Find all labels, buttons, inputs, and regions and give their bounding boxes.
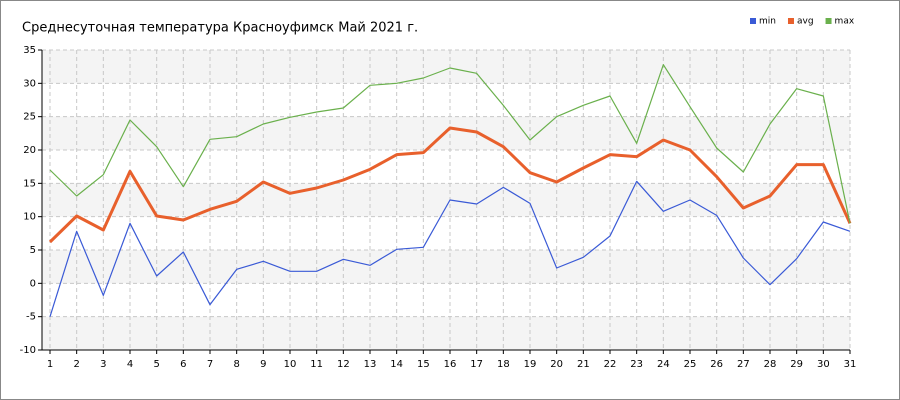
x-tick-label: 16	[444, 359, 457, 370]
x-tick-label: 10	[284, 359, 297, 370]
series-line	[49, 180, 851, 317]
x-tick-label: 26	[710, 359, 723, 370]
x-tick-label: 11	[310, 359, 323, 370]
y-tick-label: 10	[23, 212, 36, 223]
x-tick-label: 28	[764, 359, 777, 370]
y-tick-label: 20	[23, 145, 36, 156]
x-tick-label: 2	[73, 359, 79, 370]
series-line	[49, 64, 851, 224]
y-tick-label: 15	[23, 178, 36, 189]
x-tick-label: 3	[100, 359, 106, 370]
legend-swatch	[825, 18, 832, 24]
x-tick-label: 21	[577, 359, 590, 370]
x-tick-label: 4	[127, 359, 133, 370]
y-tick-label: -5	[26, 312, 36, 323]
legend-swatch	[787, 18, 794, 24]
y-tick-label: 30	[23, 78, 36, 89]
x-tick-label: 18	[497, 359, 510, 370]
x-tick-label: 22	[604, 359, 617, 370]
x-tick-label: 25	[684, 359, 697, 370]
x-tick-label: 19	[524, 359, 537, 370]
x-tick-label: 1	[47, 359, 53, 370]
legend-label: avg	[797, 17, 814, 27]
x-tick-label: 29	[790, 359, 803, 370]
x-tick-label: 20	[550, 359, 563, 370]
band	[42, 250, 850, 284]
y-tick-label: -10	[20, 345, 36, 356]
x-tick-label: 6	[180, 359, 186, 370]
chart-title: Среднесуточная температура Красноуфимск …	[22, 21, 418, 36]
y-tick-label: 0	[30, 278, 36, 289]
x-tick-label: 12	[337, 359, 350, 370]
legend-label: min	[759, 17, 776, 27]
band	[42, 183, 850, 217]
x-tick-label: 23	[630, 359, 643, 370]
y-tick-label: 5	[30, 245, 36, 256]
x-tick-label: 8	[233, 359, 239, 370]
x-tick-label: 9	[260, 359, 266, 370]
x-tick-label: 17	[470, 359, 483, 370]
x-tick-label: 15	[417, 359, 430, 370]
x-tick-label: 14	[390, 359, 403, 370]
x-tick-label: 31	[844, 359, 857, 370]
x-tick-label: 24	[657, 359, 670, 370]
x-tick-label: 7	[207, 359, 213, 370]
legend-label: max	[835, 17, 855, 27]
band	[42, 316, 850, 350]
x-tick-label: 13	[364, 359, 377, 370]
band	[42, 50, 850, 84]
series-line	[48, 126, 852, 244]
x-tick-label: 5	[153, 359, 159, 370]
legend-swatch	[750, 18, 756, 24]
x-tick-label: 27	[737, 359, 750, 370]
y-tick-label: 25	[23, 112, 36, 123]
y-tick-label: 35	[23, 45, 36, 56]
x-tick-label: 30	[817, 359, 830, 370]
